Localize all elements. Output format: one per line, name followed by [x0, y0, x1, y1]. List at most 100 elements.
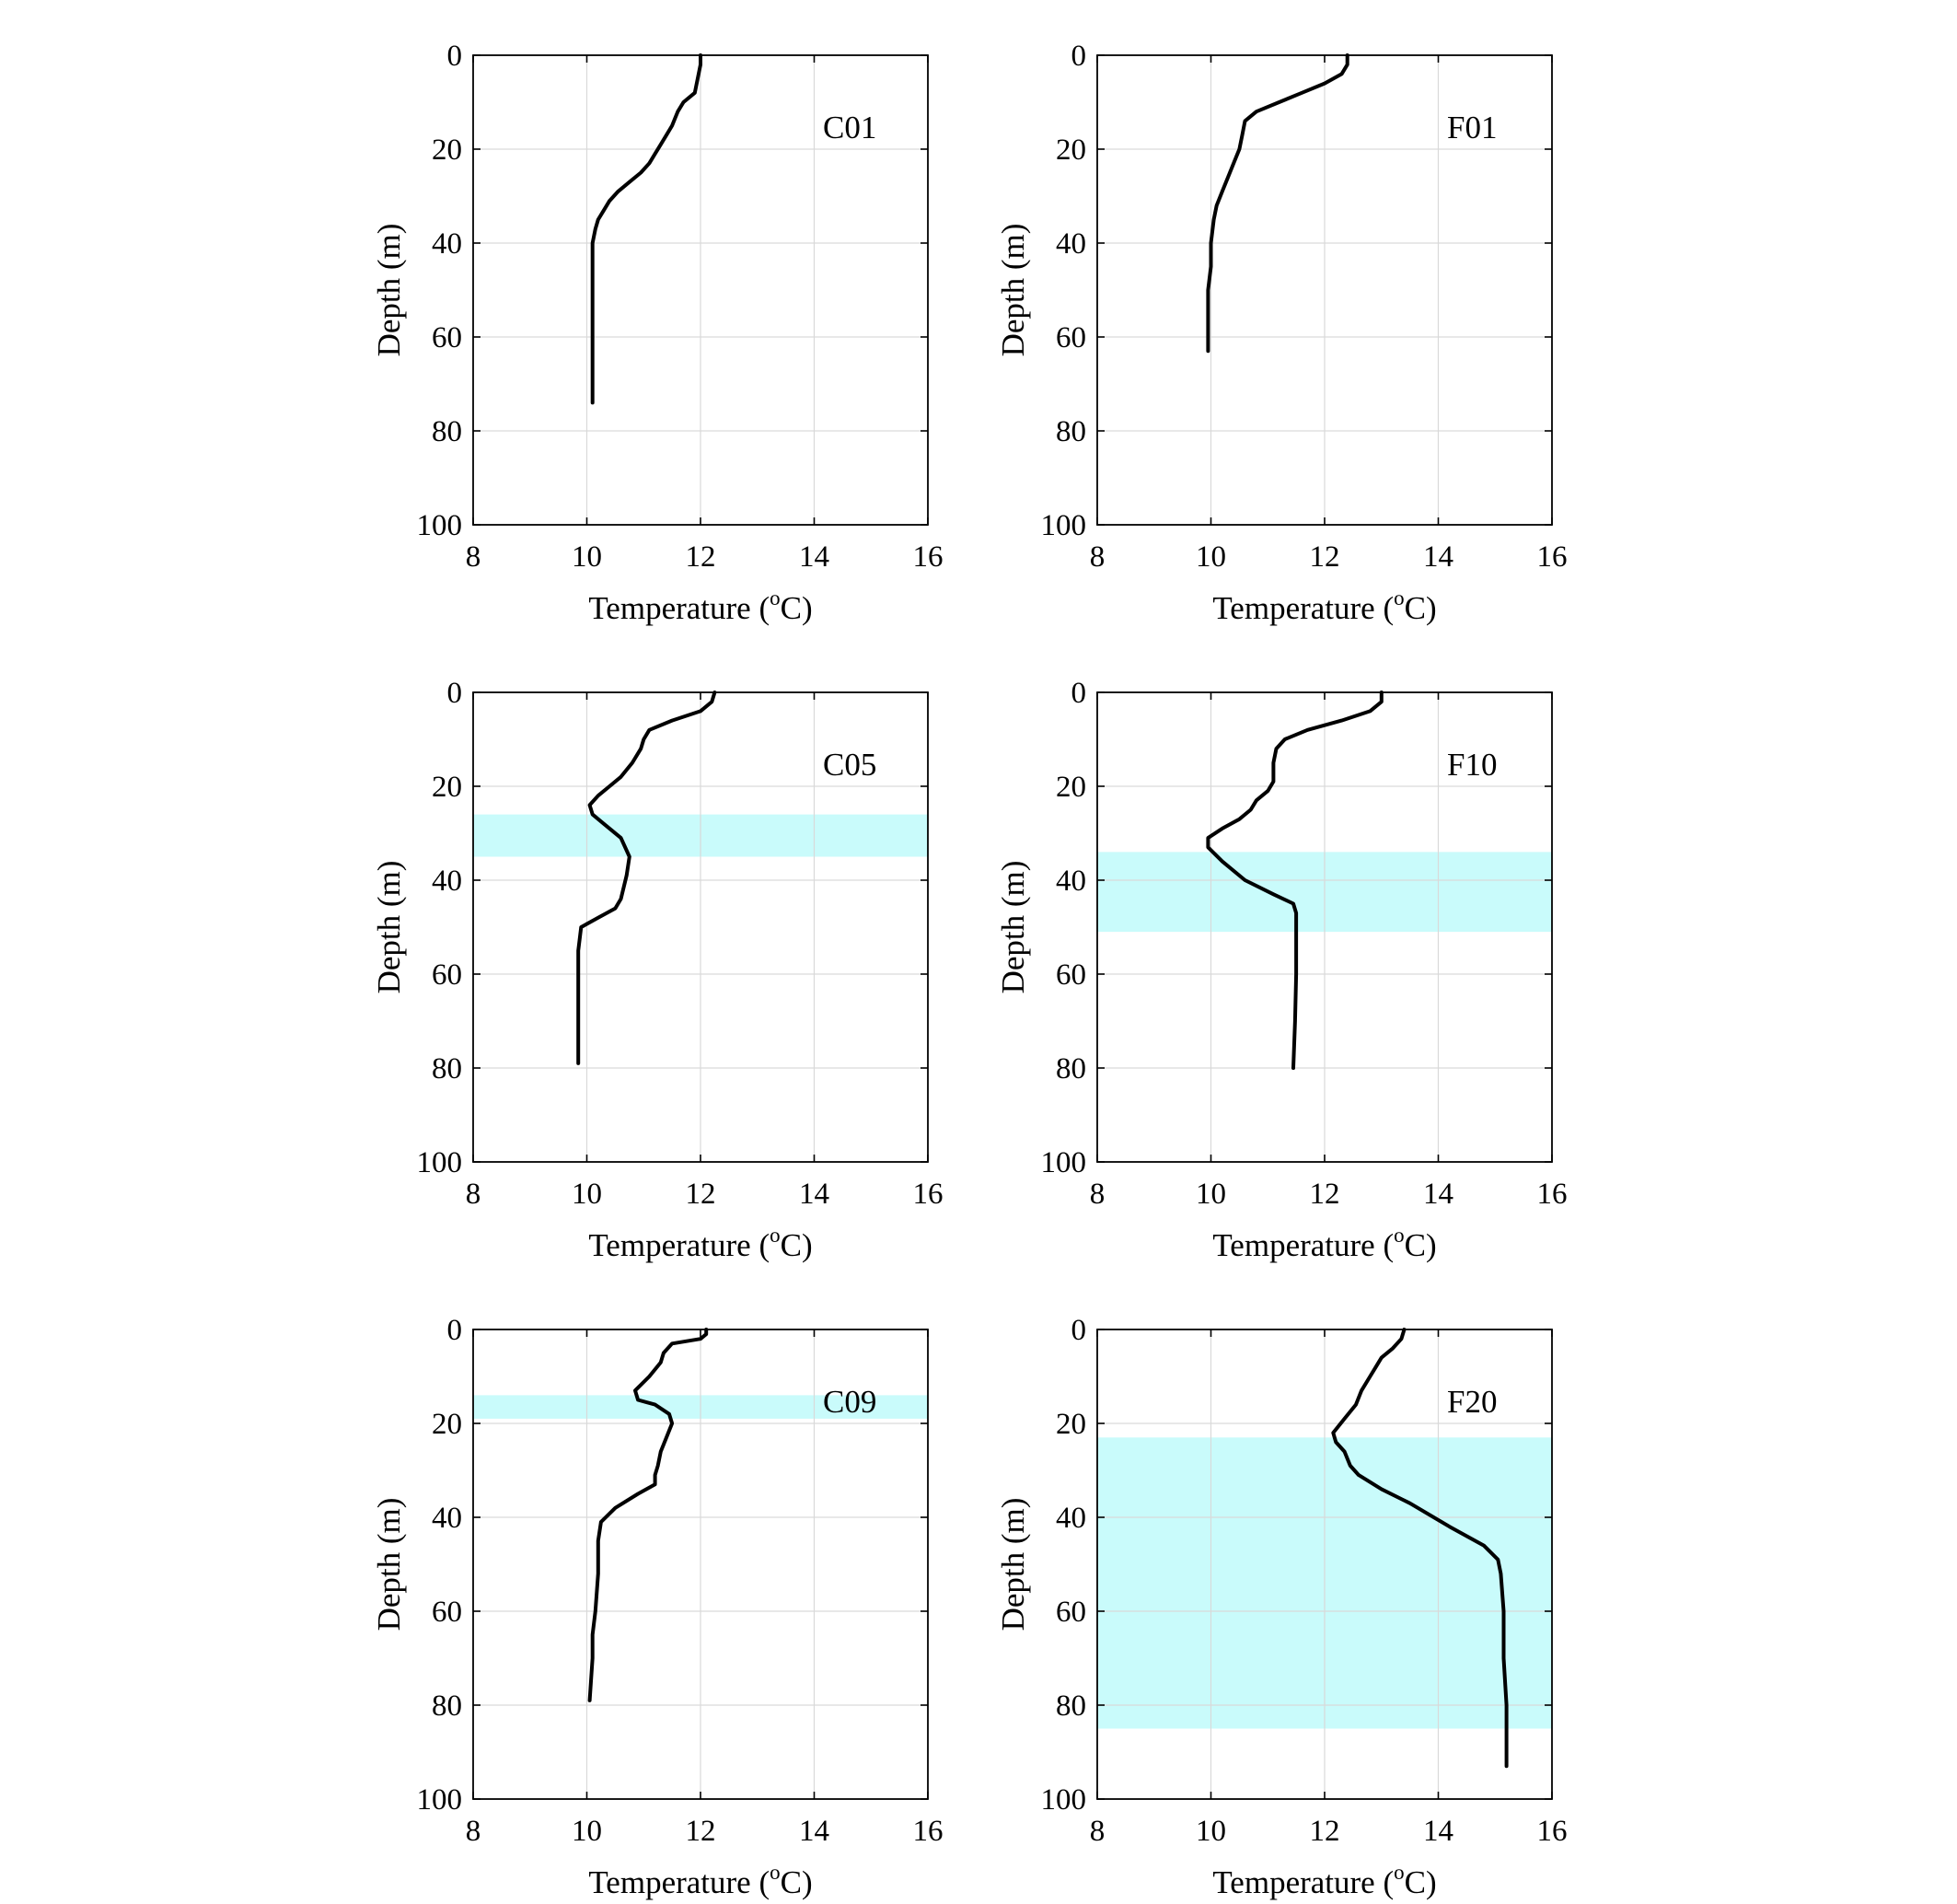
panel-c09-xtick-label-3: 14 [799, 1815, 829, 1848]
panel-f10-station-label: F10 [1447, 747, 1497, 783]
panel-f01: 8 10 12 14 16 0 20 40 60 80 100 Temperature (oC) Dep… [995, 40, 1568, 626]
panel-f20-xtick-label-0: 8 [1090, 1815, 1106, 1848]
panel-f10-xtick-label-2: 12 [1310, 1178, 1340, 1211]
panel-c01-xlabel-sup: o [770, 586, 781, 610]
panel-f20: 8 10 12 14 16 0 20 40 60 80 100 Temperature (oC) Dep… [995, 1314, 1568, 1900]
panel-f20-ytick-label-5: 100 [1041, 1783, 1087, 1817]
panel-f10-xtick-label-1: 10 [1196, 1178, 1226, 1211]
panel-c05: 8 10 12 14 16 0 20 40 60 80 100 Temperature (oC) Dep… [371, 677, 944, 1263]
panel-c01-xlabel: Temperature (oC) [588, 586, 812, 626]
panel-c09-xtick-label-4: 16 [913, 1815, 944, 1848]
panel-c01-ytick-label-3: 60 [432, 321, 462, 354]
panel-c01: 8 10 12 14 16 0 20 40 60 80 100 Temperature (oC) Dep… [371, 40, 944, 626]
panel-c01-station-label: C01 [823, 110, 876, 145]
panel-c01-ytick-label-1: 20 [432, 134, 462, 167]
panel-c09-xlabel-main: Temperature ( [588, 1864, 770, 1900]
panel-c05-xtick-label-0: 8 [466, 1178, 481, 1211]
panel-f01-ytick-label-3: 60 [1056, 321, 1086, 354]
panel-f10-xlabel-main: Temperature ( [1212, 1227, 1394, 1263]
panel-f20-ytick-label-2: 40 [1056, 1502, 1086, 1535]
panel-f20-station-label: F20 [1447, 1384, 1497, 1420]
panel-f10-ytick-label-0: 0 [1071, 677, 1087, 710]
panel-c05-ytick-label-5: 100 [417, 1146, 463, 1179]
panel-c05-ytick-label-0: 0 [447, 677, 463, 710]
panel-f10-ylabel: Depth (m) [995, 861, 1031, 994]
panel-f10-ytick-label-5: 100 [1041, 1146, 1087, 1179]
panel-f20-ytick-label-3: 60 [1056, 1596, 1086, 1629]
panel-c01-ytick-label-2: 40 [432, 227, 462, 261]
panel-c05-xlabel-sup: o [770, 1224, 781, 1247]
panel-c09-xtick-label-1: 10 [572, 1815, 602, 1848]
panel-c05-ytick-label-1: 20 [432, 771, 462, 804]
panel-f10-xlabel-sup: o [1394, 1224, 1405, 1247]
panel-c01-xtick-label-3: 14 [799, 540, 829, 574]
panel-c09-ytick-label-5: 100 [417, 1783, 463, 1817]
panel-c01-xtick-label-1: 10 [572, 540, 602, 574]
panel-c09-xtick-label-0: 8 [466, 1815, 481, 1848]
panel-f20-ylabel: Depth (m) [995, 1498, 1031, 1631]
panel-f01-xlabel-sup: o [1394, 586, 1405, 610]
panel-c09-ylabel: Depth (m) [371, 1498, 407, 1631]
panel-f20-xtick-label-4: 16 [1537, 1815, 1568, 1848]
panel-c01-xlabel-main: Temperature ( [588, 590, 770, 626]
panel-f20-xtick-label-2: 12 [1310, 1815, 1340, 1848]
panel-f10-ytick-label-1: 20 [1056, 771, 1086, 804]
panel-f01-ytick-label-2: 40 [1056, 227, 1086, 261]
panel-c09-station-label: C09 [823, 1384, 876, 1420]
panel-c09: 8 10 12 14 16 0 20 40 60 80 100 Temperature (oC) Dep… [371, 1314, 944, 1900]
panel-c05-xtick-label-1: 10 [572, 1178, 602, 1211]
panel-f01-xlabel-end: C) [1405, 590, 1437, 626]
panel-f20-profile-line [1331, 1328, 1509, 1769]
panel-f01-station-label: F01 [1447, 110, 1497, 145]
panel-c05-profile-line [576, 691, 717, 1065]
panel-c01-ytick-label-0: 0 [447, 40, 463, 73]
panel-c09-profile-line [587, 1328, 709, 1702]
panel-f10-ytick-label-3: 60 [1056, 958, 1086, 992]
panel-c09-xtick-label-2: 12 [686, 1815, 716, 1848]
panel-c05-ytick-label-3: 60 [432, 958, 462, 992]
panel-f01-ylabel: Depth (m) [995, 224, 1031, 357]
panel-f01-profile-line [1206, 53, 1349, 354]
panel-f01-ytick-label-1: 20 [1056, 134, 1086, 167]
panel-f20-xtick-label-3: 14 [1423, 1815, 1453, 1848]
panel-c01-xlabel-end: C) [781, 590, 813, 626]
panel-c09-ytick-label-1: 20 [432, 1408, 462, 1441]
panel-f01-xlabel: Temperature (oC) [1212, 586, 1436, 626]
panel-c01-xtick-label-0: 8 [466, 540, 481, 574]
panel-c01-xtick-label-4: 16 [913, 540, 944, 574]
panel-f01-xlabel-main: Temperature ( [1212, 590, 1394, 626]
panel-c05-ylabel: Depth (m) [371, 861, 407, 994]
panel-f01-xtick-label-0: 8 [1090, 540, 1106, 574]
panel-c05-xtick-label-3: 14 [799, 1178, 829, 1211]
panel-c01-ytick-label-4: 80 [432, 415, 462, 448]
panel-c05-ytick-label-2: 40 [432, 865, 462, 898]
panel-f10-xlabel-end: C) [1405, 1227, 1437, 1263]
panel-c01-profile-line [590, 53, 702, 405]
panel-f01-xtick-label-1: 10 [1196, 540, 1226, 574]
panel-f01-xtick-label-3: 14 [1423, 540, 1453, 574]
panel-f10-xlabel: Temperature (oC) [1212, 1224, 1436, 1263]
panel-c09-ytick-label-3: 60 [432, 1596, 462, 1629]
panel-c09-xlabel-sup: o [770, 1861, 781, 1884]
panel-c09-ytick-label-4: 80 [432, 1689, 462, 1723]
panel-c09-xlabel-end: C) [781, 1864, 813, 1900]
panel-f01-xtick-label-4: 16 [1537, 540, 1568, 574]
panel-f20-ytick-label-1: 20 [1056, 1408, 1086, 1441]
panel-c05-station-label: C05 [823, 747, 876, 783]
panel-c05-xlabel-end: C) [781, 1227, 813, 1263]
panel-c05-xtick-label-2: 12 [686, 1178, 716, 1211]
panel-f20-ytick-label-4: 80 [1056, 1689, 1086, 1723]
panel-f10-xtick-label-4: 16 [1537, 1178, 1568, 1211]
panel-f01-xtick-label-2: 12 [1310, 540, 1340, 574]
panel-f20-xlabel-end: C) [1405, 1864, 1437, 1900]
panel-f20-xtick-label-1: 10 [1196, 1815, 1226, 1848]
panel-f20-xlabel-main: Temperature ( [1212, 1864, 1394, 1900]
panel-c05-ytick-label-4: 80 [432, 1052, 462, 1086]
panel-f10-profile-line [1206, 691, 1384, 1070]
panel-c01-ytick-label-5: 100 [417, 509, 463, 542]
panel-f20-xlabel: Temperature (oC) [1212, 1861, 1436, 1900]
panel-c01-xtick-label-2: 12 [686, 540, 716, 574]
panel-c09-xlabel: Temperature (oC) [588, 1861, 812, 1900]
panel-f01-ytick-label-4: 80 [1056, 415, 1086, 448]
